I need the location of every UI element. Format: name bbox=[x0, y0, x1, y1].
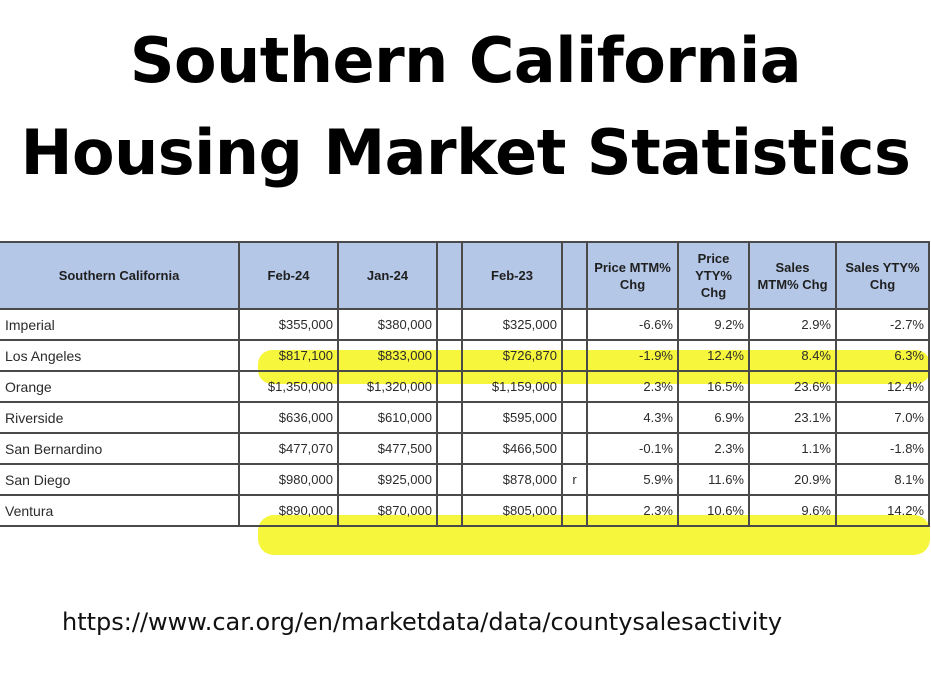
source-url: https://www.car.org/en/marketdata/data/c… bbox=[62, 608, 783, 636]
spacer-cell bbox=[436, 494, 463, 527]
price-yty-cell: 9.2% bbox=[677, 308, 750, 341]
price-yty-cell: 10.6% bbox=[677, 494, 750, 527]
price-yty-cell: 11.6% bbox=[677, 463, 750, 496]
region-cell: San Diego bbox=[0, 463, 240, 496]
feb24-cell: $636,000 bbox=[238, 401, 339, 434]
price-yty-cell: 6.9% bbox=[677, 401, 750, 434]
jan24-cell: $870,000 bbox=[337, 494, 438, 527]
region-cell: Ventura bbox=[0, 494, 240, 527]
price-mtm-cell: 5.9% bbox=[586, 463, 679, 496]
sales-yty-cell: -1.8% bbox=[835, 432, 930, 465]
jan24-cell: $380,000 bbox=[337, 308, 438, 341]
feb23-cell: $466,500 bbox=[461, 432, 563, 465]
jan24-cell: $610,000 bbox=[337, 401, 438, 434]
sales-mtm-cell: 1.1% bbox=[748, 432, 837, 465]
feb24-cell: $1,350,000 bbox=[238, 370, 339, 403]
jan24-cell: $925,000 bbox=[337, 463, 438, 496]
region-cell: Riverside bbox=[0, 401, 240, 434]
col-header-spacer-1 bbox=[436, 241, 463, 310]
sales-mtm-cell: 23.1% bbox=[748, 401, 837, 434]
price-mtm-cell: -0.1% bbox=[586, 432, 679, 465]
price-mtm-cell: 2.3% bbox=[586, 370, 679, 403]
price-yty-cell: 16.5% bbox=[677, 370, 750, 403]
feb23-cell: $595,000 bbox=[461, 401, 563, 434]
table-row: Ventura $890,000 $870,000 $805,000 2.3% 10.6%… bbox=[0, 494, 930, 527]
table-row: San Bernardino $477,070 $477,500 $466,500 -0… bbox=[0, 432, 930, 465]
col-header-sales-mtm: Sales MTM% Chg bbox=[748, 241, 837, 310]
table-row: Imperial $355,000 $380,000 $325,000 -6.6% 9.2… bbox=[0, 308, 930, 341]
col-header-sales-yty: Sales YTY% Chg bbox=[835, 241, 930, 310]
sales-yty-cell: 7.0% bbox=[835, 401, 930, 434]
feb23-cell: $878,000 bbox=[461, 463, 563, 496]
sales-yty-cell: 14.2% bbox=[835, 494, 930, 527]
revision-flag-cell bbox=[561, 308, 588, 341]
spacer-cell bbox=[436, 463, 463, 496]
region-cell: Los Angeles bbox=[0, 339, 240, 372]
table-header-row: Southern California Feb-24 Jan-24 Feb-23… bbox=[0, 241, 930, 310]
spacer-cell bbox=[436, 432, 463, 465]
table-row: Orange $1,350,000 $1,320,000 $1,159,000 2.3%… bbox=[0, 370, 930, 403]
table-row: Riverside $636,000 $610,000 $595,000 4.3% 6.9… bbox=[0, 401, 930, 434]
spacer-cell bbox=[436, 370, 463, 403]
col-header-spacer-2 bbox=[561, 241, 588, 310]
feb23-cell: $1,159,000 bbox=[461, 370, 563, 403]
price-mtm-cell: -1.9% bbox=[586, 339, 679, 372]
jan24-cell: $833,000 bbox=[337, 339, 438, 372]
spacer-cell bbox=[436, 401, 463, 434]
sales-mtm-cell: 8.4% bbox=[748, 339, 837, 372]
region-cell: Orange bbox=[0, 370, 240, 403]
region-cell: Imperial bbox=[0, 308, 240, 341]
sales-yty-cell: 8.1% bbox=[835, 463, 930, 496]
page-title-line-1: Southern California bbox=[129, 24, 802, 97]
col-header-feb23: Feb-23 bbox=[461, 241, 563, 310]
revision-flag-cell: r bbox=[561, 463, 588, 496]
spacer-cell bbox=[436, 339, 463, 372]
price-yty-cell: 2.3% bbox=[677, 432, 750, 465]
price-yty-cell: 12.4% bbox=[677, 339, 750, 372]
sales-mtm-cell: 2.9% bbox=[748, 308, 837, 341]
col-header-jan24: Jan-24 bbox=[337, 241, 438, 310]
feb24-cell: $890,000 bbox=[238, 494, 339, 527]
sales-yty-cell: 12.4% bbox=[835, 370, 930, 403]
revision-flag-cell bbox=[561, 339, 588, 372]
region-cell: San Bernardino bbox=[0, 432, 240, 465]
feb24-cell: $817,100 bbox=[238, 339, 339, 372]
spacer-cell bbox=[436, 308, 463, 341]
col-header-feb24: Feb-24 bbox=[238, 241, 339, 310]
price-mtm-cell: 4.3% bbox=[586, 401, 679, 434]
feb24-cell: $980,000 bbox=[238, 463, 339, 496]
market-stats-table: Southern California Feb-24 Jan-24 Feb-23… bbox=[0, 241, 930, 527]
table-row: San Diego $980,000 $925,000 $878,000 r 5.9% 11… bbox=[0, 463, 930, 496]
price-mtm-cell: 2.3% bbox=[586, 494, 679, 527]
feb23-cell: $325,000 bbox=[461, 308, 563, 341]
col-header-price-yty: Price YTY% Chg bbox=[677, 241, 750, 310]
sales-yty-cell: 6.3% bbox=[835, 339, 930, 372]
jan24-cell: $1,320,000 bbox=[337, 370, 438, 403]
sales-yty-cell: -2.7% bbox=[835, 308, 930, 341]
market-stats-table-wrapper: Southern California Feb-24 Jan-24 Feb-23… bbox=[0, 241, 931, 555]
revision-flag-cell bbox=[561, 432, 588, 465]
revision-flag-cell bbox=[561, 370, 588, 403]
jan24-cell: $477,500 bbox=[337, 432, 438, 465]
revision-flag-cell bbox=[561, 494, 588, 527]
feb23-cell: $726,870 bbox=[461, 339, 563, 372]
sales-mtm-cell: 9.6% bbox=[748, 494, 837, 527]
sales-mtm-cell: 20.9% bbox=[748, 463, 837, 496]
revision-flag-cell bbox=[561, 401, 588, 434]
sales-mtm-cell: 23.6% bbox=[748, 370, 837, 403]
page-title-line-2: Housing Market Statistics bbox=[20, 116, 911, 189]
feb24-cell: $477,070 bbox=[238, 432, 339, 465]
col-header-price-mtm: Price MTM% Chg bbox=[586, 241, 679, 310]
table-row: Los Angeles $817,100 $833,000 $726,870 -1.9%… bbox=[0, 339, 930, 372]
col-header-region: Southern California bbox=[0, 241, 240, 310]
feb23-cell: $805,000 bbox=[461, 494, 563, 527]
feb24-cell: $355,000 bbox=[238, 308, 339, 341]
price-mtm-cell: -6.6% bbox=[586, 308, 679, 341]
